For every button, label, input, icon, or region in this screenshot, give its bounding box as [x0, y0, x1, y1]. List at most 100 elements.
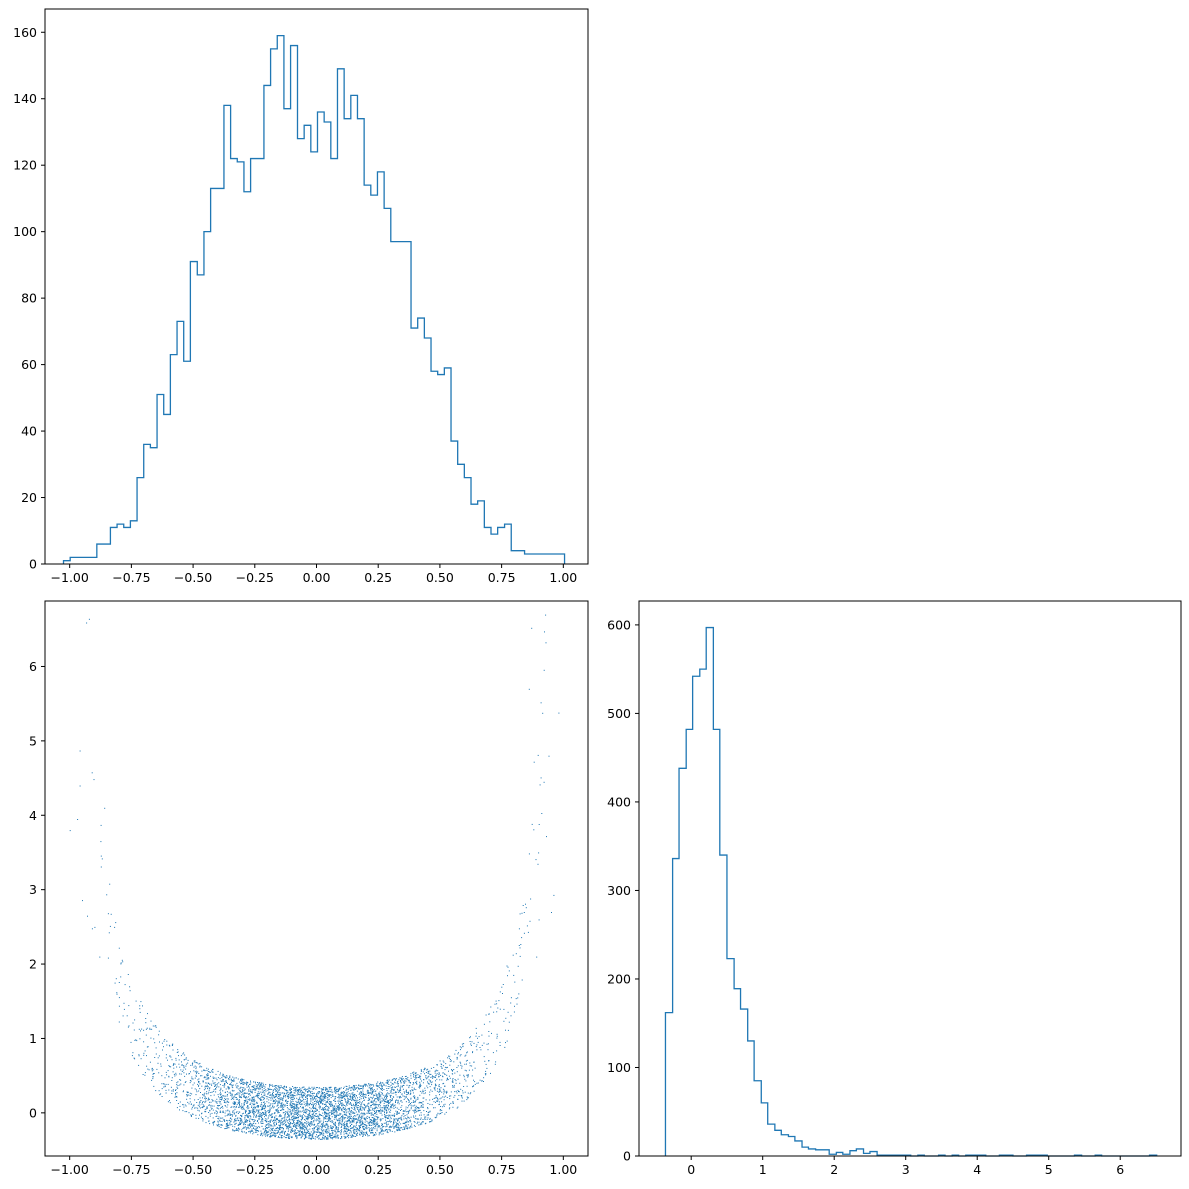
scatter-point: [360, 1130, 362, 1132]
scatter-point: [155, 1053, 157, 1055]
scatter-point: [318, 1122, 320, 1124]
scatter-point: [421, 1123, 423, 1125]
scatter-point: [417, 1110, 419, 1112]
scatter-point: [301, 1090, 303, 1092]
scatter-point: [496, 1037, 498, 1039]
scatter-point: [357, 1113, 359, 1115]
scatter-point: [443, 1061, 445, 1063]
scatter-point: [322, 1137, 324, 1139]
scatter-point: [201, 1075, 203, 1077]
scatter-point: [319, 1134, 320, 1136]
scatter-point: [314, 1131, 316, 1133]
scatter-point: [288, 1137, 289, 1139]
scatter-point: [319, 1106, 321, 1108]
scatter-point: [266, 1132, 268, 1134]
scatter-point: [261, 1108, 263, 1110]
scatter-point: [281, 1109, 283, 1111]
scatter-point: [485, 1063, 487, 1065]
scatter-point: [193, 1105, 195, 1107]
scatter-point: [311, 1113, 313, 1115]
scatter-point: [381, 1129, 383, 1130]
scatter-point: [255, 1107, 256, 1109]
scatter-point: [272, 1093, 273, 1094]
scatter-point: [227, 1104, 229, 1106]
scatter-point: [271, 1115, 273, 1117]
scatter-point: [279, 1094, 281, 1096]
scatter-point: [265, 1130, 267, 1132]
scatter-point: [287, 1113, 289, 1115]
scatter-point: [476, 1044, 478, 1046]
scatter-point: [249, 1111, 251, 1113]
scatter-point: [236, 1129, 238, 1131]
scatter-point: [497, 1007, 499, 1009]
scatter-point: [339, 1102, 341, 1104]
scatter-point: [363, 1132, 365, 1134]
scatter-point: [354, 1107, 356, 1109]
scatter-point: [408, 1127, 410, 1129]
scatter-point: [169, 1102, 171, 1104]
scatter-point: [212, 1100, 214, 1102]
scatter-point: [356, 1101, 358, 1103]
scatter-point: [353, 1089, 355, 1091]
scatter-point: [421, 1091, 423, 1093]
scatter-point: [333, 1108, 335, 1109]
scatter-point: [310, 1100, 312, 1102]
scatter-point: [342, 1117, 344, 1119]
scatter-point: [296, 1133, 298, 1134]
scatter-point: [376, 1117, 378, 1119]
scatter-point: [351, 1127, 353, 1129]
scatter-point: [279, 1086, 281, 1088]
scatter-point: [222, 1085, 224, 1086]
scatter-point: [377, 1123, 379, 1125]
scatter-point: [264, 1108, 266, 1110]
scatter-point: [330, 1097, 332, 1099]
scatter-point: [278, 1121, 280, 1123]
scatter-point: [315, 1103, 317, 1105]
scatter-point: [303, 1094, 305, 1096]
scatter-point: [283, 1096, 284, 1098]
scatter-point: [365, 1134, 366, 1136]
scatter-point: [267, 1132, 269, 1134]
scatter-point: [217, 1121, 219, 1123]
scatter-point: [385, 1095, 387, 1097]
scatter-point: [402, 1095, 404, 1097]
scatter-point: [323, 1116, 325, 1118]
scatter-point: [292, 1131, 294, 1132]
scatter-point: [340, 1097, 342, 1099]
scatter-point: [231, 1115, 233, 1117]
scatter-point: [236, 1118, 238, 1120]
scatter-point: [507, 1011, 509, 1013]
scatter-point: [289, 1103, 291, 1105]
scatter-point: [234, 1106, 236, 1108]
scatter-point: [315, 1087, 317, 1088]
scatter-point: [369, 1085, 371, 1086]
scatter-point: [315, 1113, 317, 1115]
scatter-point: [344, 1137, 346, 1139]
scatter-point: [250, 1082, 252, 1084]
scatter-point: [361, 1096, 363, 1098]
scatter-point: [380, 1118, 382, 1120]
scatter-point: [333, 1106, 335, 1108]
scatter-point: [459, 1074, 461, 1076]
scatter-point: [465, 1060, 467, 1062]
scatter-point: [329, 1119, 331, 1121]
scatter-point: [381, 1089, 383, 1091]
scatter-point: [307, 1117, 309, 1119]
scatter-point: [147, 1046, 149, 1048]
scatter-point: [412, 1084, 414, 1086]
scatter-point: [404, 1092, 405, 1094]
scatter-point: [321, 1097, 323, 1099]
scatter-point: [243, 1104, 245, 1106]
scatter-point: [295, 1114, 297, 1115]
scatter-point: [206, 1106, 208, 1108]
scatter-point: [454, 1072, 456, 1074]
scatter-point: [430, 1076, 432, 1078]
scatter-point: [272, 1131, 274, 1133]
scatter-point: [414, 1107, 416, 1109]
scatter-point: [355, 1133, 357, 1135]
scatter-point: [231, 1086, 233, 1088]
scatter-point: [397, 1081, 399, 1083]
scatter-point: [325, 1118, 327, 1120]
scatter-point: [433, 1076, 435, 1078]
scatter-point: [223, 1095, 224, 1097]
